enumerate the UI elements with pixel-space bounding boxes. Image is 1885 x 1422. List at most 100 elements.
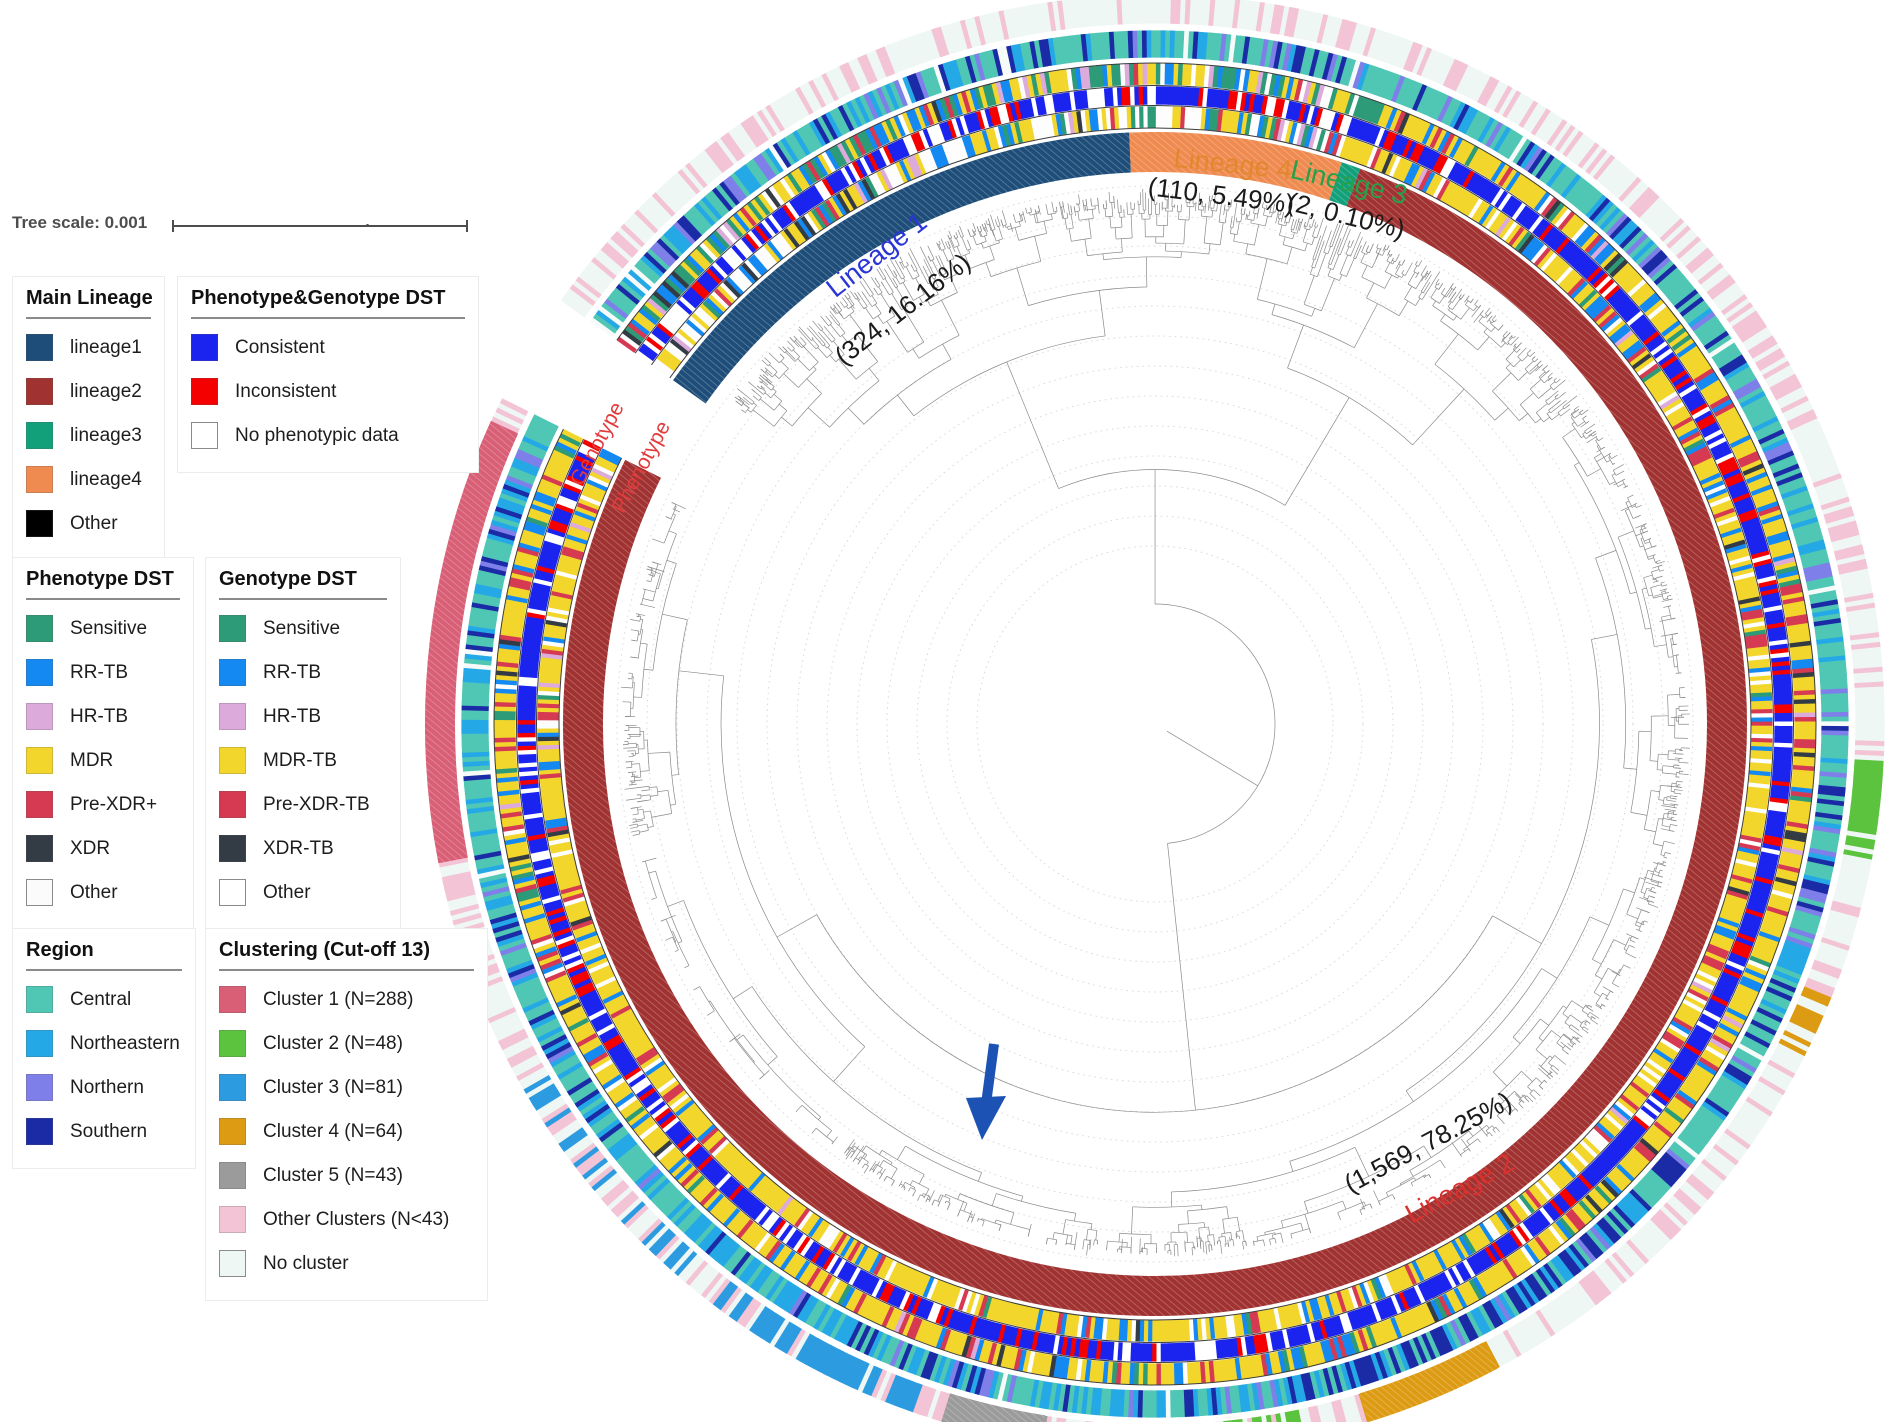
legend-item-label: Pre-XDR+ bbox=[70, 793, 158, 815]
legend-item: Other bbox=[26, 510, 151, 537]
scale-tick-right bbox=[466, 220, 468, 232]
legend-main-lineage: Main Lineage lineage1 lineage2 lineage3 lin… bbox=[12, 276, 165, 561]
legend-item: lineage2 bbox=[26, 378, 151, 405]
legend-item-label: Other Clusters (N<43) bbox=[263, 1208, 450, 1230]
legend-item-label: Other bbox=[70, 881, 118, 903]
legend-item-label: Other bbox=[263, 881, 311, 903]
legend-swatch bbox=[219, 1206, 246, 1233]
legend-swatch bbox=[219, 659, 246, 686]
legend-item: Other Clusters (N<43) bbox=[219, 1206, 474, 1233]
tree-scale-text: Tree scale: bbox=[12, 213, 100, 232]
legend-swatch bbox=[26, 1030, 53, 1057]
arrow-head bbox=[966, 1096, 1006, 1140]
legend-swatch bbox=[219, 703, 246, 730]
legend-item: XDR-TB bbox=[219, 835, 387, 862]
legend-swatch bbox=[219, 791, 246, 818]
legend-item: Central bbox=[26, 986, 182, 1013]
ring-region bbox=[461, 30, 1849, 1418]
legend-item: Southern bbox=[26, 1118, 182, 1145]
legend-swatch bbox=[26, 1074, 53, 1101]
legend-item-label: lineage3 bbox=[70, 424, 142, 446]
legend-swatch bbox=[26, 334, 53, 361]
legend-swatch bbox=[191, 334, 218, 361]
ring-phenotype bbox=[537, 106, 1773, 1342]
legend-item-label: Consistent bbox=[235, 336, 325, 358]
legend-item-label: HR-TB bbox=[263, 705, 322, 727]
legend-item-label: Central bbox=[70, 988, 132, 1010]
legend-item-label: lineage4 bbox=[70, 468, 142, 490]
legend-item-label: Cluster 1 (N=288) bbox=[263, 988, 414, 1010]
tree-scale-label: Tree scale: 0.001 bbox=[12, 213, 147, 233]
scale-tick-left bbox=[172, 220, 174, 232]
legend-item: Other bbox=[26, 879, 180, 906]
legend-title: Clustering (Cut-off 13) bbox=[219, 939, 474, 971]
legend-item: lineage1 bbox=[26, 334, 151, 361]
legend-item-label: lineage2 bbox=[70, 380, 142, 402]
legend-item-label: No phenotypic data bbox=[235, 424, 399, 446]
legend-phenotype-genotype-dst: Phenotype&Genotype DST Consistent Inconsi… bbox=[177, 276, 479, 473]
legend-item-label: Other bbox=[70, 512, 118, 534]
legend-item: No cluster bbox=[219, 1250, 474, 1277]
ring-outlines bbox=[493, 62, 1817, 1386]
legend-swatch bbox=[191, 422, 218, 449]
legend-swatch bbox=[219, 1030, 246, 1057]
legend-swatch bbox=[26, 422, 53, 449]
legend-swatch bbox=[219, 835, 246, 862]
phylogenetic-tree-branches bbox=[620, 188, 1690, 1257]
legend-item-label: Inconsistent bbox=[235, 380, 337, 402]
legend-item: Cluster 5 (N=43) bbox=[219, 1162, 474, 1189]
legend-title: Main Lineage bbox=[26, 287, 153, 319]
legend-item: Consistent bbox=[191, 334, 465, 361]
legend-item-label: Southern bbox=[70, 1120, 148, 1142]
legend-swatch bbox=[219, 986, 246, 1013]
legend-item-label: Northeastern bbox=[70, 1032, 180, 1054]
legend-item-label: XDR bbox=[70, 837, 111, 859]
legend-swatch bbox=[26, 510, 53, 537]
legend-item-label: MDR bbox=[70, 749, 114, 771]
legend-swatch bbox=[26, 659, 53, 686]
legend-swatch bbox=[26, 703, 53, 730]
legend-swatch bbox=[26, 615, 53, 642]
legend-clustering: Clustering (Cut-off 13) Cluster 1 (N=288… bbox=[205, 928, 488, 1301]
legend-item-label: Cluster 4 (N=64) bbox=[263, 1120, 403, 1142]
legend-item: lineage3 bbox=[26, 422, 151, 449]
legend-item: Cluster 3 (N=81) bbox=[219, 1074, 474, 1101]
legend-item: Pre-XDR-TB bbox=[219, 791, 387, 818]
ring-genotype bbox=[494, 63, 1816, 1385]
legend-swatch bbox=[26, 378, 53, 405]
legend-item: Pre-XDR+ bbox=[26, 791, 180, 818]
legend-item: RR-TB bbox=[26, 659, 180, 686]
annotation-rings bbox=[425, 0, 1885, 1422]
legend-item: MDR bbox=[26, 747, 180, 774]
ring-consistency bbox=[517, 86, 1793, 1362]
legend-item-label: Northern bbox=[70, 1076, 144, 1098]
legend-item: Other bbox=[219, 879, 387, 906]
legend-swatch bbox=[26, 791, 53, 818]
legend-swatch bbox=[191, 378, 218, 405]
legend-item: Cluster 4 (N=64) bbox=[219, 1118, 474, 1145]
legend-swatch bbox=[26, 986, 53, 1013]
legend-swatch bbox=[26, 1118, 53, 1145]
legend-item-label: XDR-TB bbox=[263, 837, 334, 859]
legend-swatch bbox=[219, 1162, 246, 1189]
legend-title: Region bbox=[26, 939, 182, 971]
legend-item: HR-TB bbox=[219, 703, 387, 730]
legend-item: Cluster 2 (N=48) bbox=[219, 1030, 474, 1057]
scale-mid-tick bbox=[366, 224, 369, 227]
legend-region: Region Central Northeastern Northern Southe… bbox=[12, 928, 196, 1169]
tree-scale-value: 0.001 bbox=[104, 213, 148, 232]
legend-item-label: Sensitive bbox=[70, 617, 148, 639]
legend-item-label: Sensitive bbox=[263, 617, 341, 639]
legend-item: lineage4 bbox=[26, 466, 151, 493]
legend-item-label: Cluster 5 (N=43) bbox=[263, 1164, 403, 1186]
legend-item: Inconsistent bbox=[191, 378, 465, 405]
legend-swatch bbox=[26, 835, 53, 862]
highlight-arrow bbox=[966, 1043, 1006, 1140]
legend-swatch bbox=[219, 1250, 246, 1277]
ring-clustering bbox=[425, 0, 1885, 1422]
legend-item: MDR-TB bbox=[219, 747, 387, 774]
legend-swatch bbox=[219, 1074, 246, 1101]
legend-item: HR-TB bbox=[26, 703, 180, 730]
arrow-shaft bbox=[981, 1043, 999, 1105]
